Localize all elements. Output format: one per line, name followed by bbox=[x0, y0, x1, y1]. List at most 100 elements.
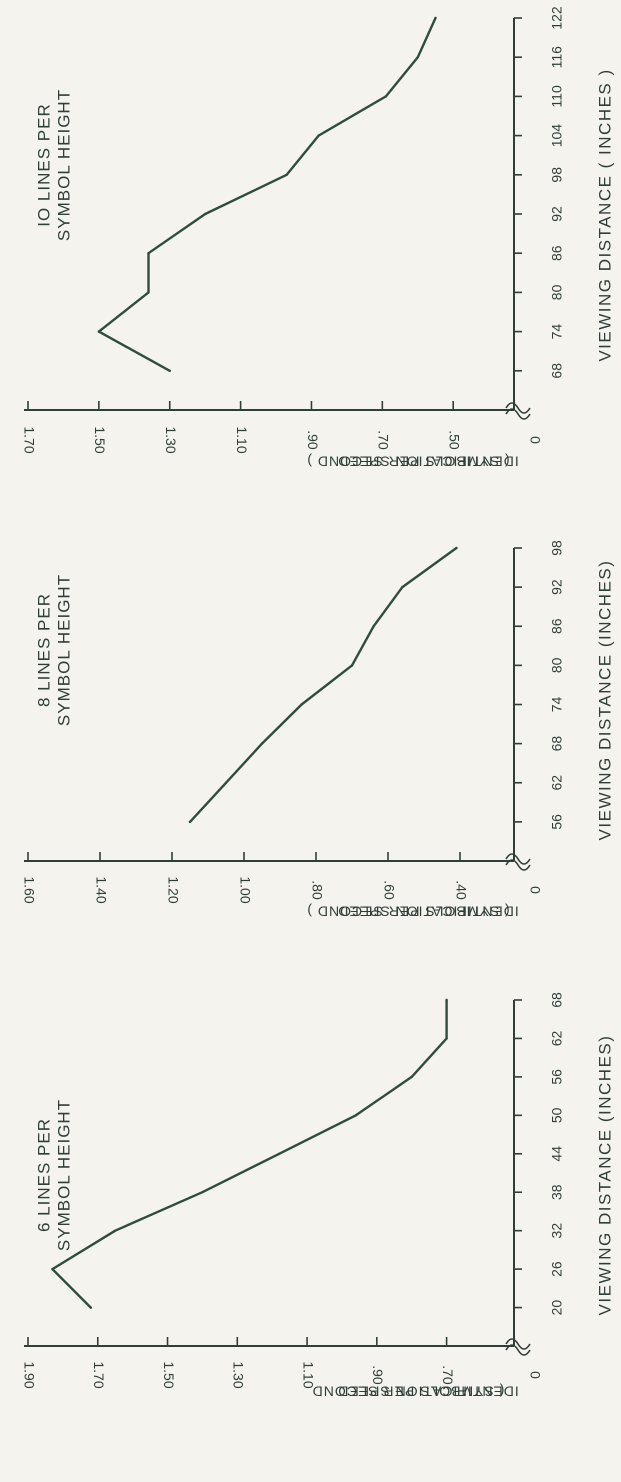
distance-tick-label: 32 bbox=[549, 1223, 565, 1239]
value-tick-label: 1.70 bbox=[21, 426, 37, 453]
value-tick-label: 1.60 bbox=[21, 876, 37, 903]
distance-tick-label: 56 bbox=[549, 814, 565, 830]
distance-tick-label: 74 bbox=[549, 697, 565, 713]
value-tick-label: .80 bbox=[309, 880, 325, 900]
distance-axis-title: VIEWING DISTANCE ( INCHES ) bbox=[595, 68, 614, 361]
data-point bbox=[372, 625, 375, 628]
distance-tick-label: 80 bbox=[549, 284, 565, 300]
distance-tick-label: 92 bbox=[549, 206, 565, 222]
data-point bbox=[384, 95, 388, 98]
distance-tick-label: 98 bbox=[549, 540, 565, 556]
value-tick-label: .70 bbox=[376, 430, 392, 450]
value-tick-label: .90 bbox=[370, 1365, 386, 1385]
distance-tick-label: 122 bbox=[549, 6, 565, 30]
value-axis-title: ( SYMBOLS PER SECOND ) bbox=[306, 453, 509, 469]
data-series-line bbox=[51, 998, 448, 1309]
distance-tick-label: 26 bbox=[549, 1261, 565, 1277]
distance-tick-label: 38 bbox=[549, 1184, 565, 1200]
data-point bbox=[354, 1114, 358, 1117]
panel-title: SYMBOL HEIGHT bbox=[54, 89, 73, 241]
data-point bbox=[410, 1075, 413, 1079]
value-tick-label: .60 bbox=[381, 880, 397, 900]
data-point bbox=[260, 742, 264, 745]
distance-tick-label: 116 bbox=[549, 46, 565, 69]
data-point bbox=[188, 820, 192, 824]
distance-tick-label: 104 bbox=[549, 124, 565, 148]
value-tick-label: .50 bbox=[446, 430, 462, 450]
distance-tick-label: 62 bbox=[549, 775, 565, 791]
distance-tick-label: 50 bbox=[549, 1107, 565, 1123]
value-tick-label: 1.30 bbox=[231, 1361, 247, 1388]
axis-break-mark bbox=[505, 408, 531, 420]
value-axis-title: IDENTIFICATION SPEED bbox=[337, 1383, 519, 1399]
distance-tick-label: 86 bbox=[549, 618, 565, 634]
data-point bbox=[455, 546, 458, 550]
data-point bbox=[51, 1267, 54, 1271]
distance-tick-label: 86 bbox=[549, 245, 565, 261]
chart-panel-3: 1.70 1.50 1.30 1.10 .90 .70 .50 0 68 74 80 86 92 98 10… bbox=[21, 6, 614, 469]
data-point bbox=[416, 56, 419, 59]
value-tick-label: 1.10 bbox=[234, 426, 250, 453]
data-point bbox=[285, 173, 288, 176]
value-axis-title: IDENTIFICATION SPEED bbox=[337, 453, 519, 469]
panel-title: 8 LINES PER bbox=[34, 593, 53, 707]
value-tick-label: 1.00 bbox=[237, 876, 253, 903]
distance-tick-label: 62 bbox=[549, 1030, 565, 1046]
data-point bbox=[224, 781, 228, 784]
axis-break-mark bbox=[505, 859, 531, 871]
axis-break-mark bbox=[505, 1338, 531, 1350]
panel-title: IO LINES PER bbox=[34, 103, 53, 226]
value-zero-label: 0 bbox=[527, 886, 543, 894]
axis-break-mark bbox=[505, 853, 531, 865]
data-point bbox=[201, 1191, 204, 1194]
distance-tick-label: 20 bbox=[549, 1300, 565, 1316]
data-point bbox=[168, 369, 171, 372]
data-point bbox=[114, 1229, 117, 1232]
value-zero-label: 0 bbox=[527, 1371, 543, 1379]
value-tick-label: 1.30 bbox=[163, 426, 179, 453]
data-point bbox=[434, 16, 437, 20]
distance-tick-label: 68 bbox=[549, 736, 565, 752]
value-tick-label: 1.90 bbox=[21, 1361, 37, 1388]
value-axis-title: ( SYMBOLS PER SECOND ) bbox=[306, 903, 509, 919]
distance-axis-title: VIEWING DISTANCE (INCHES) bbox=[595, 560, 614, 841]
distance-tick-label: 56 bbox=[549, 1069, 565, 1085]
axis-break-mark bbox=[505, 1344, 531, 1356]
value-tick-label: 1.50 bbox=[92, 426, 108, 453]
value-tick-label: .90 bbox=[305, 430, 321, 450]
data-point bbox=[401, 585, 404, 589]
data-point bbox=[300, 703, 303, 706]
value-tick-label: 1.70 bbox=[91, 1361, 107, 1388]
distance-tick-label: 92 bbox=[549, 579, 565, 595]
value-axis-title: IDENTIFICATION SPEED bbox=[337, 903, 519, 919]
panel-title: SYMBOL HEIGHT bbox=[54, 574, 73, 726]
distance-tick-label: 68 bbox=[549, 363, 565, 379]
value-tick-label: 1.10 bbox=[300, 1361, 316, 1388]
panel-title: 6 LINES PER bbox=[34, 1118, 53, 1232]
panel-title: SYMBOL HEIGHT bbox=[54, 1099, 73, 1251]
data-point bbox=[445, 998, 448, 1002]
data-point bbox=[147, 291, 150, 294]
distance-axis-title: VIEWING DISTANCE (INCHES) bbox=[595, 1035, 614, 1316]
distance-tick-label: 98 bbox=[549, 167, 565, 183]
distance-tick-label: 80 bbox=[549, 657, 565, 673]
distance-tick-label: 110 bbox=[549, 85, 565, 108]
data-point bbox=[350, 664, 354, 667]
chart-panel-2: 1.60 1.40 1.20 1.00 .80 .60 .40 0 56 62 68 74 80 86 92… bbox=[21, 540, 614, 919]
data-point bbox=[89, 1306, 92, 1309]
distance-tick-label: 44 bbox=[549, 1146, 565, 1162]
chart-panel-1: 1.90 1.70 1.50 1.30 1.10 .90 .70 0 20 26 32 38 44 50 5… bbox=[21, 992, 614, 1399]
distance-tick-label: 68 bbox=[549, 992, 565, 1008]
distance-tick-label: 74 bbox=[549, 324, 565, 340]
data-point bbox=[203, 212, 207, 216]
data-point bbox=[445, 1037, 448, 1040]
data-point bbox=[147, 252, 150, 255]
data-point bbox=[317, 134, 320, 137]
data-point bbox=[97, 330, 101, 333]
axis-break-mark bbox=[505, 402, 531, 414]
value-tick-label: .40 bbox=[453, 880, 469, 900]
value-axis-title: ( SYMBOLS PER SECOND bbox=[312, 1383, 505, 1399]
value-tick-label: 1.40 bbox=[93, 876, 109, 903]
value-tick-label: 1.20 bbox=[165, 876, 181, 903]
